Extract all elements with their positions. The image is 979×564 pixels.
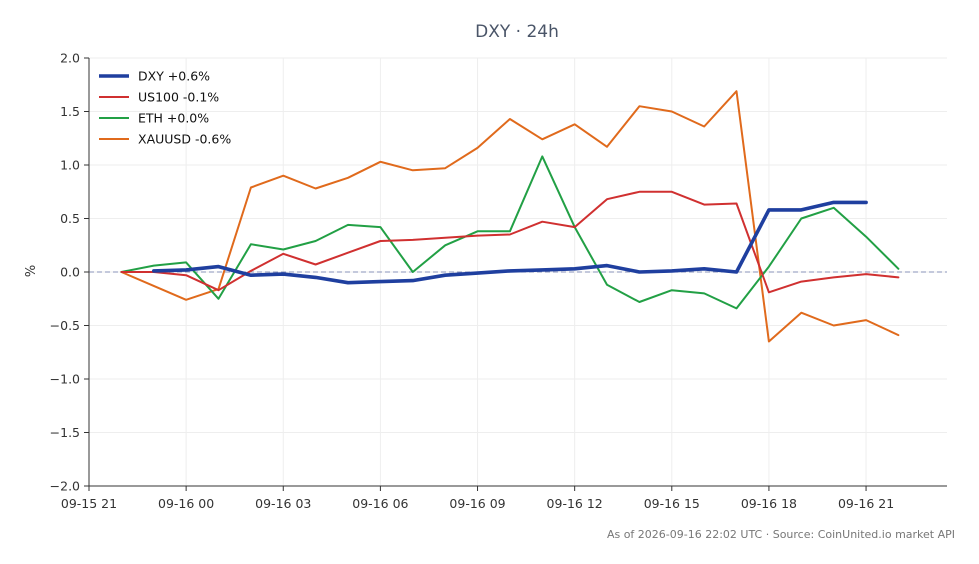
legend-label: US100 -0.1%	[138, 90, 219, 105]
legend-label: ETH +0.0%	[138, 111, 209, 126]
y-tick-label: 1.0	[60, 158, 80, 173]
x-tick-label: 09-16 09	[449, 496, 505, 511]
y-tick-label: 0.0	[60, 265, 80, 280]
y-axis-label: %	[24, 265, 39, 277]
y-tick-label: −0.5	[50, 318, 80, 333]
axes: −2.0 −1.5 −1.0 −0.5 0.0 0.5 1.0 1.5 2.0 09-15 21 0…	[50, 51, 947, 511]
series-layer	[120, 90, 900, 343]
y-tick-label: −1.0	[50, 372, 80, 387]
y-tick-label: −2.0	[50, 479, 80, 494]
series-line-0	[152, 200, 868, 285]
x-tick-label: 09-16 12	[547, 496, 603, 511]
x-tick-label: 09-16 06	[352, 496, 408, 511]
series-line-2	[120, 155, 900, 310]
x-tick-label: 09-16 15	[644, 496, 700, 511]
source-note: As of 2026-09-16 22:02 UTC · Source: Coi…	[607, 528, 955, 541]
y-tick-label: −1.5	[50, 425, 80, 440]
y-tick-label: 1.5	[60, 104, 80, 119]
x-tick-label: 09-15 21	[61, 496, 117, 511]
legend-label: DXY +0.6%	[138, 69, 210, 84]
legend-label: XAUUSD -0.6%	[138, 132, 231, 147]
x-tick-label: 09-16 03	[255, 496, 311, 511]
x-tick-label: 09-16 00	[158, 496, 214, 511]
y-tick-label: 0.5	[60, 211, 80, 226]
series-line-1	[120, 190, 900, 294]
legend: DXY +0.6% US100 -0.1% ETH +0.0% XAUUSD -0.6…	[99, 69, 231, 147]
chart-title: DXY · 24h	[475, 22, 559, 42]
y-tick-label: 2.0	[60, 51, 80, 66]
x-tick-label: 09-16 18	[741, 496, 797, 511]
series-line-3	[120, 90, 900, 343]
x-tick-label: 09-16 21	[838, 496, 894, 511]
